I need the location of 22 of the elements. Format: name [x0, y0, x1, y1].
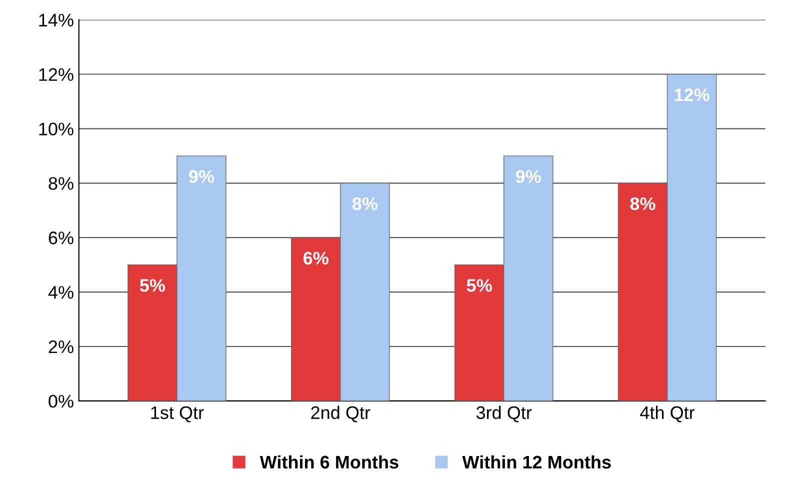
x-tick-label: 1st Qtr — [151, 406, 204, 422]
data-label: 5% — [466, 279, 492, 292]
y-tick-label: 2% — [48, 340, 74, 354]
y-tick-label: 6% — [48, 232, 74, 244]
data-label: 5% — [140, 279, 166, 292]
y-tick-label: 12% — [39, 68, 74, 81]
data-label: 6% — [303, 252, 328, 265]
data-label: 8% — [352, 197, 378, 210]
y-tick-label: 10% — [39, 122, 74, 136]
legend-label: Within 6 Months — [260, 455, 398, 469]
data-label: 12% — [674, 88, 710, 102]
data-label: 9% — [516, 170, 541, 183]
data-label: 9% — [189, 170, 214, 183]
y-tick-label: 14% — [39, 14, 74, 26]
x-tick-label: 3rd Qtr — [476, 406, 532, 422]
y-tick-label: 8% — [48, 177, 74, 190]
x-tick-label: 4th Qtr — [640, 406, 695, 422]
data-label: 8% — [630, 197, 656, 210]
legend-label: Within 12 Months — [462, 455, 611, 469]
y-tick-label: 0% — [48, 394, 74, 408]
y-tick-label: 4% — [48, 286, 74, 299]
x-tick-label: 2nd Qtr — [311, 406, 370, 422]
